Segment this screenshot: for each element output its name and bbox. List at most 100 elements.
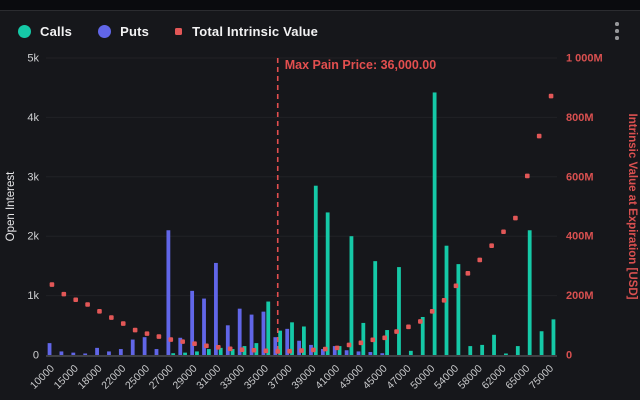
intrinsic-value-dot[interactable] xyxy=(168,337,174,342)
intrinsic-value-dot[interactable] xyxy=(548,93,554,99)
call-bar[interactable] xyxy=(504,353,508,356)
intrinsic-value-dot[interactable] xyxy=(311,347,316,353)
put-bar[interactable] xyxy=(332,346,337,355)
put-bar[interactable] xyxy=(214,262,218,355)
call-bar[interactable] xyxy=(515,346,520,355)
intrinsic-value-dot[interactable] xyxy=(465,271,471,276)
intrinsic-value-dot[interactable] xyxy=(204,343,209,349)
call-bar[interactable] xyxy=(420,316,425,355)
intrinsic-value-dot[interactable] xyxy=(109,315,114,320)
call-bar[interactable] xyxy=(171,353,176,355)
intrinsic-value-dot[interactable] xyxy=(85,302,90,307)
intrinsic-value-dot[interactable] xyxy=(251,347,257,353)
intrinsic-value-dot[interactable] xyxy=(453,283,459,289)
call-bar[interactable] xyxy=(527,230,532,355)
intrinsic-value-dot[interactable] xyxy=(394,329,399,334)
call-bar[interactable] xyxy=(385,330,389,355)
put-bar[interactable] xyxy=(273,337,278,355)
call-bar[interactable] xyxy=(432,92,437,356)
intrinsic-value-dot[interactable] xyxy=(180,339,185,344)
call-bar[interactable] xyxy=(539,331,544,355)
intrinsic-value-dot[interactable] xyxy=(346,342,352,348)
call-bar[interactable] xyxy=(551,319,556,355)
put-bar[interactable] xyxy=(142,337,147,355)
put-bar[interactable] xyxy=(59,351,64,355)
intrinsic-value-dot[interactable] xyxy=(239,347,245,352)
intrinsic-value-dot[interactable] xyxy=(501,229,506,235)
intrinsic-value-dot[interactable] xyxy=(406,324,411,330)
put-bar[interactable] xyxy=(107,351,111,355)
call-bar[interactable] xyxy=(480,344,485,355)
put-bar[interactable] xyxy=(95,347,99,355)
intrinsic-value-dot[interactable] xyxy=(334,345,340,351)
call-bar[interactable] xyxy=(349,236,354,355)
put-bar[interactable] xyxy=(202,298,206,355)
call-bar[interactable] xyxy=(373,261,378,355)
call-bar[interactable] xyxy=(218,347,223,355)
put-bar[interactable] xyxy=(249,314,254,355)
put-bar[interactable] xyxy=(190,290,195,355)
put-bar[interactable] xyxy=(344,350,349,355)
intrinsic-value-dot[interactable] xyxy=(299,348,304,353)
call-bar[interactable] xyxy=(397,267,401,355)
intrinsic-value-dot[interactable] xyxy=(358,340,364,346)
intrinsic-value-dot[interactable] xyxy=(536,133,542,139)
call-bar[interactable] xyxy=(492,334,496,355)
put-bar[interactable] xyxy=(285,328,290,355)
intrinsic-value-dot[interactable] xyxy=(287,348,292,354)
intrinsic-value-dot[interactable] xyxy=(120,321,126,326)
call-bar[interactable] xyxy=(325,212,330,355)
intrinsic-value-dot[interactable] xyxy=(144,331,150,336)
intrinsic-value-dot[interactable] xyxy=(227,346,233,352)
intrinsic-value-dot[interactable] xyxy=(192,341,197,347)
call-bar[interactable] xyxy=(183,352,187,355)
put-bar[interactable] xyxy=(356,351,361,355)
put-bar[interactable] xyxy=(309,344,313,355)
intrinsic-value-dot[interactable] xyxy=(418,319,423,324)
put-bar[interactable] xyxy=(297,340,301,355)
put-bar[interactable] xyxy=(47,343,52,355)
put-bar[interactable] xyxy=(320,349,325,355)
intrinsic-value-dot[interactable] xyxy=(524,173,530,179)
intrinsic-value-dot[interactable] xyxy=(156,334,162,339)
call-bar[interactable] xyxy=(302,326,306,355)
intrinsic-value-dot[interactable] xyxy=(216,344,221,350)
put-bar[interactable] xyxy=(83,353,88,356)
call-bar[interactable] xyxy=(195,351,199,355)
intrinsic-value-dot[interactable] xyxy=(513,215,518,221)
call-bar[interactable] xyxy=(468,346,473,355)
put-bar[interactable] xyxy=(118,349,123,355)
put-bar[interactable] xyxy=(71,352,76,355)
legend-item-puts[interactable]: Puts xyxy=(98,24,149,39)
intrinsic-value-dot[interactable] xyxy=(132,327,138,333)
intrinsic-value-dot[interactable] xyxy=(97,309,102,314)
chart-menu-button[interactable] xyxy=(606,18,628,44)
call-bar[interactable] xyxy=(266,301,271,355)
call-bar[interactable] xyxy=(444,245,449,355)
intrinsic-value-dot[interactable] xyxy=(263,348,269,354)
put-bar[interactable] xyxy=(130,339,135,355)
intrinsic-value-dot[interactable] xyxy=(322,346,328,352)
put-bar[interactable] xyxy=(237,308,242,355)
intrinsic-value-dot[interactable] xyxy=(429,309,435,314)
legend-item-intrinsic[interactable]: Total Intrinsic Value xyxy=(175,24,318,39)
put-bar[interactable] xyxy=(380,353,385,355)
put-bar[interactable] xyxy=(166,230,171,355)
call-bar[interactable] xyxy=(254,343,259,355)
intrinsic-value-dot[interactable] xyxy=(73,297,79,303)
legend-item-calls[interactable]: Calls xyxy=(18,24,72,39)
put-bar[interactable] xyxy=(225,325,230,355)
put-bar[interactable] xyxy=(154,349,159,355)
intrinsic-value-dot[interactable] xyxy=(441,298,447,303)
call-bar[interactable] xyxy=(361,322,366,355)
intrinsic-value-dot[interactable] xyxy=(477,257,483,263)
put-bar[interactable] xyxy=(178,337,183,355)
put-bar[interactable] xyxy=(261,311,266,355)
put-bar[interactable] xyxy=(368,352,373,355)
call-bar[interactable] xyxy=(408,350,413,355)
call-bar[interactable] xyxy=(456,264,461,355)
call-bar[interactable] xyxy=(278,330,283,355)
call-bar[interactable] xyxy=(337,346,342,355)
call-bar[interactable] xyxy=(313,185,318,355)
intrinsic-value-dot[interactable] xyxy=(61,291,67,297)
